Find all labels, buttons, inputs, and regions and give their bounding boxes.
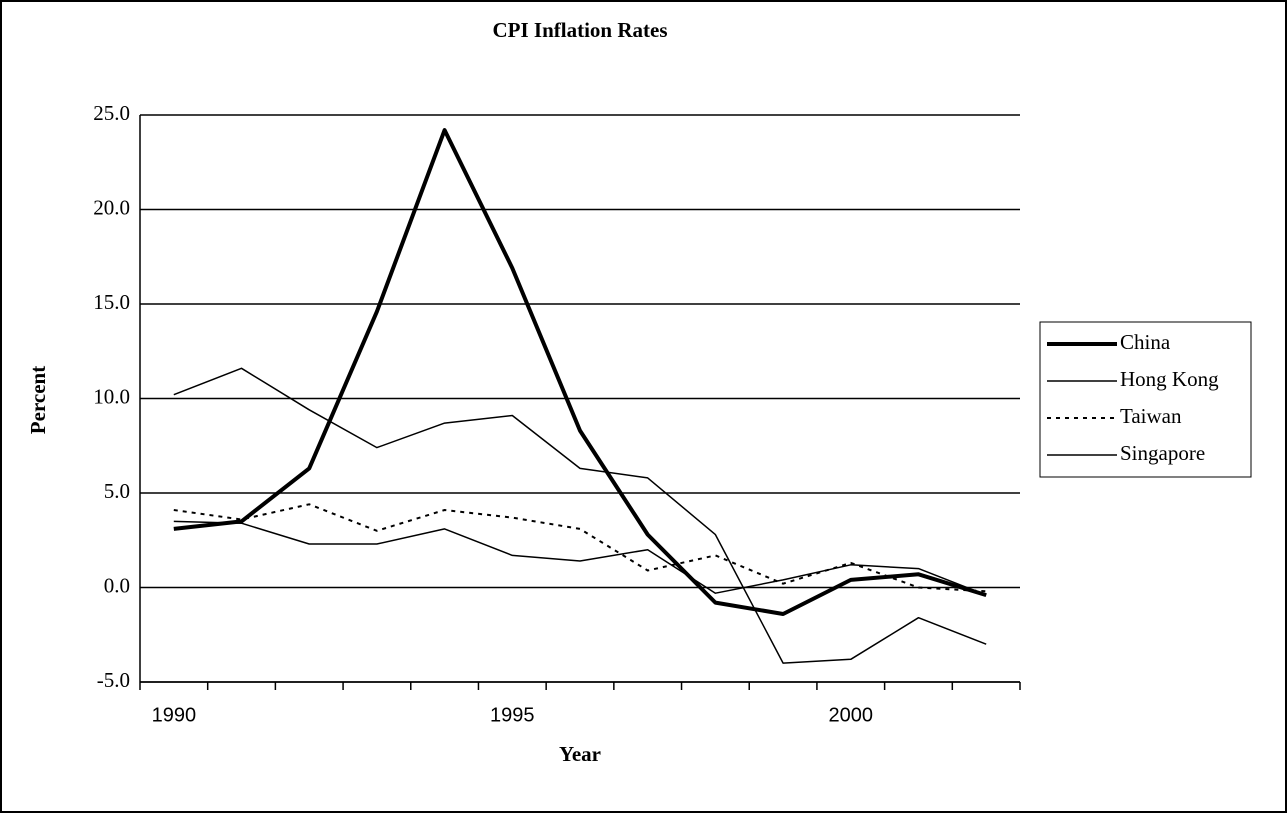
legend-label: Hong Kong <box>1120 367 1219 391</box>
series-line <box>173 520 987 596</box>
legend-label: Singapore <box>1120 441 1205 465</box>
x-tick-label: 2000 <box>829 704 874 726</box>
y-tick-label: 25.0 <box>93 101 130 125</box>
series-line <box>173 128 987 616</box>
series-line <box>173 367 987 664</box>
x-tick-label: 1990 <box>152 704 197 726</box>
legend-label: Taiwan <box>1120 404 1182 428</box>
y-tick-label: 0.0 <box>104 573 130 597</box>
y-tick-label: 5.0 <box>104 479 130 503</box>
y-tick-label: -5.0 <box>97 668 130 692</box>
series-line <box>173 503 987 593</box>
y-axis-label: Percent <box>26 366 50 434</box>
y-tick-label: 20.0 <box>93 195 130 219</box>
x-tick-label: 1995 <box>490 704 535 726</box>
y-tick-label: 15.0 <box>93 290 130 314</box>
chart-title: CPI Inflation Rates <box>492 18 667 42</box>
legend-label: China <box>1120 330 1171 354</box>
y-tick-label: 10.0 <box>93 384 130 408</box>
x-axis-label: Year <box>559 742 601 766</box>
legend-box <box>1039 321 1252 478</box>
